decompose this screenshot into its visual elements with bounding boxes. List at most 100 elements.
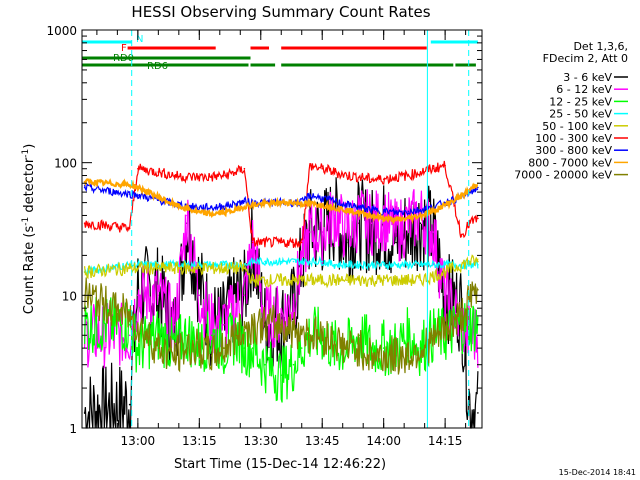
data-point-9-22 <box>370 355 373 357</box>
data-point-6-9 <box>223 174 225 177</box>
x-tick-label-6: 14:15 <box>428 434 463 448</box>
data-point-6-21 <box>358 176 360 178</box>
data-point-2-14 <box>280 315 283 317</box>
data-point-9-2 <box>128 315 131 317</box>
data-point-4-15 <box>292 260 295 263</box>
data-point-6-4 <box>157 171 160 173</box>
data-point-4-14 <box>280 260 283 263</box>
data-point-8-27 <box>432 210 434 213</box>
data-point-4-21 <box>358 264 360 266</box>
data-point-6-8 <box>210 176 213 178</box>
data-point-2-5 <box>173 324 176 326</box>
data-point-5-28 <box>444 271 446 273</box>
data-point-6-28 <box>444 164 446 167</box>
x-tick-label-3: 13:30 <box>243 434 278 448</box>
data-point-2-27 <box>432 231 434 233</box>
data-point-4-24 <box>395 264 397 266</box>
data-point-5-11 <box>243 267 246 270</box>
legend-header-2: FDecim 2, Att 0 <box>543 52 628 65</box>
data-point-8-10 <box>235 209 237 211</box>
data-point-1-30 <box>468 403 471 406</box>
data-point-6-2 <box>128 227 131 230</box>
data-point-5-24 <box>395 279 397 282</box>
data-point-9-30 <box>468 300 471 303</box>
data-point-2-20 <box>346 231 348 233</box>
data-point-8-14 <box>280 201 283 204</box>
data-point-9-8 <box>210 355 213 357</box>
data-point-9-28 <box>444 329 446 331</box>
data-point-9-27 <box>432 340 434 343</box>
data-point-8-23 <box>382 217 385 220</box>
data-point-3-13 <box>264 363 266 366</box>
data-point-2-6 <box>186 214 188 217</box>
data-point-8-5 <box>173 204 176 206</box>
data-point-7-26 <box>419 209 422 211</box>
data-point-5-17 <box>309 279 311 282</box>
data-point-5-25 <box>407 279 410 282</box>
data-point-5-7 <box>198 267 201 270</box>
data-point-6-10 <box>235 171 237 173</box>
data-point-9-23 <box>382 355 385 357</box>
data-point-8-25 <box>407 217 410 220</box>
data-point-1-2 <box>128 403 131 406</box>
data-point-9-21 <box>358 347 360 349</box>
data-point-5-6 <box>186 267 188 270</box>
data-point-8-3 <box>137 186 139 189</box>
data-point-1-20 <box>346 241 348 244</box>
data-point-6-22 <box>370 178 373 180</box>
series-line-6 <box>84 160 479 249</box>
data-point-4-18 <box>321 260 324 263</box>
data-point-9-15 <box>292 329 295 331</box>
flag-label-rd6: RD6 <box>147 61 168 72</box>
legend-label-6: 100 - 300 keV <box>535 132 612 145</box>
series-line-9 <box>84 277 479 375</box>
data-point-5-9 <box>223 267 225 270</box>
y-axis-label: Count Rate (s-1 detector-1) <box>21 144 37 315</box>
data-point-9-24 <box>395 355 397 357</box>
data-point-8-8 <box>210 213 213 215</box>
date-stamp: 15-Dec-2014 18:41 <box>559 468 636 477</box>
data-point-5-3 <box>137 267 139 270</box>
data-point-4-16 <box>300 260 303 263</box>
data-point-8-16 <box>300 203 303 205</box>
data-point-1-24 <box>395 241 397 244</box>
data-point-6-6 <box>186 176 188 178</box>
data-point-2-7 <box>198 294 201 297</box>
data-point-3-16 <box>300 347 303 349</box>
flag-label-n: N <box>136 34 143 45</box>
data-point-3-15 <box>292 363 295 366</box>
data-point-4-17 <box>309 260 311 263</box>
data-point-8-11 <box>243 205 246 207</box>
data-point-1-10 <box>235 294 237 297</box>
data-point-7-9 <box>223 205 225 207</box>
data-point-3-11 <box>243 347 246 349</box>
data-point-8-19 <box>333 206 336 209</box>
data-point-9-7 <box>198 347 201 349</box>
data-point-6-18 <box>321 167 324 170</box>
data-point-5-10 <box>235 267 237 270</box>
data-point-6-7 <box>198 176 201 178</box>
data-point-3-3 <box>137 347 139 349</box>
data-point-4-23 <box>382 264 385 266</box>
data-point-7-7 <box>198 206 201 209</box>
data-point-2-3 <box>137 294 139 297</box>
data-point-7-17 <box>309 194 311 196</box>
y-tick-label-3: 100 <box>54 157 77 171</box>
data-point-5-21 <box>358 279 360 282</box>
data-point-8-1 <box>83 180 86 183</box>
data-point-8-9 <box>223 211 225 214</box>
data-point-5-31 <box>477 260 479 263</box>
data-point-2-8 <box>210 324 213 326</box>
series-line-2 <box>84 189 479 369</box>
y-tick-label-1: 1 <box>69 422 77 436</box>
data-point-5-12 <box>251 279 254 282</box>
data-point-6-17 <box>309 164 311 167</box>
data-point-9-11 <box>243 329 246 331</box>
data-point-6-23 <box>382 178 385 180</box>
data-point-5-23 <box>382 279 385 282</box>
data-point-6-3 <box>137 167 139 170</box>
flag-label-f: F <box>121 43 127 54</box>
data-point-6-5 <box>173 174 176 177</box>
data-point-8-2 <box>128 184 131 186</box>
data-point-8-21 <box>358 211 360 214</box>
